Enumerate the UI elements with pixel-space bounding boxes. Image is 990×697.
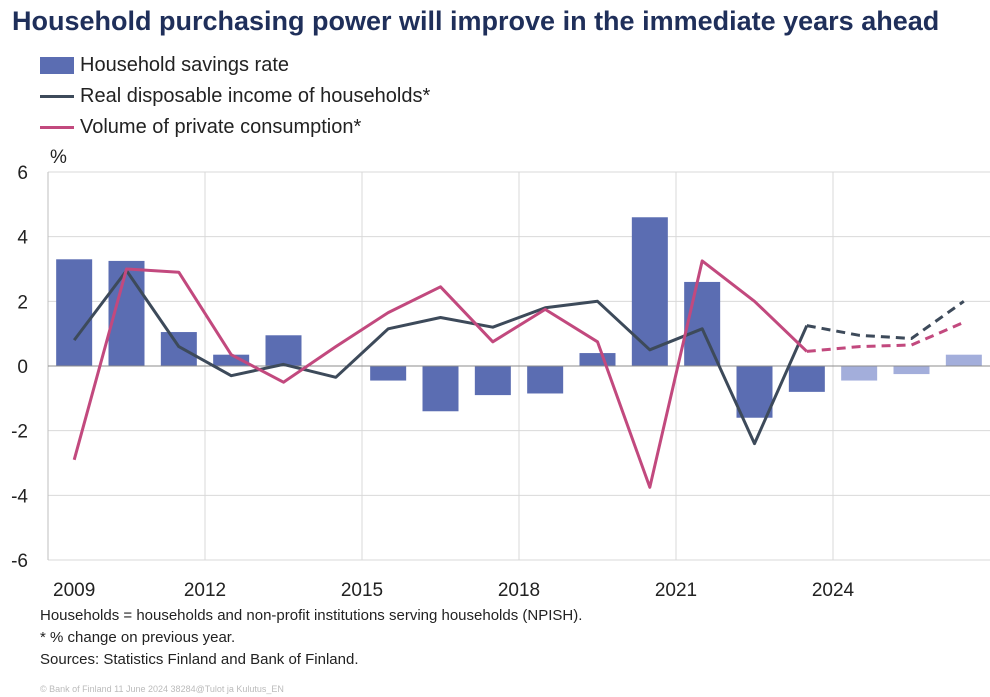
line-real-disposable-income-forecast [806, 300, 965, 341]
bar-savings-rate [160, 332, 197, 366]
legend-label-savings: Household savings rate [80, 54, 290, 76]
bar-savings-rate [370, 366, 407, 381]
bar-savings-rate [213, 354, 250, 366]
y-tick-label: 2 [17, 292, 28, 313]
copyright-note: © Bank of Finland 11 June 2024 38284@Tul… [40, 684, 284, 694]
y-tick-label: -4 [11, 486, 28, 507]
y-axis-label: % [50, 147, 67, 168]
bar-savings-rate [893, 366, 930, 375]
legend-item-income: Real disposable income of households* [40, 81, 430, 112]
bar-savings-rate [736, 366, 773, 418]
bar-savings-rate [631, 217, 668, 366]
bar-savings-rate [788, 366, 825, 392]
bar-savings-rate [474, 366, 511, 396]
chart-title: Household purchasing power will improve … [12, 6, 940, 36]
footnotes: Households = households and non-profit i… [40, 605, 582, 671]
footnote-sources: Sources: Statistics Finland and Bank of … [40, 651, 359, 668]
y-tick-label: -6 [11, 551, 28, 572]
bar-savings-rate [841, 366, 878, 381]
bar-savings-rate [527, 366, 564, 394]
bar-savings-rate [265, 335, 302, 366]
legend-item-savings: Household savings rate [40, 50, 430, 81]
x-tick-label: 2021 [655, 580, 697, 601]
y-tick-label: 4 [17, 228, 28, 249]
y-tick-label: -2 [11, 422, 28, 443]
bar-savings-rate [56, 259, 93, 366]
footnote-percent-change: * % change on previous year. [40, 629, 236, 646]
x-tick-label: 2012 [184, 580, 226, 601]
legend-swatch-income [40, 95, 74, 98]
footnote-households: Households = households and non-profit i… [40, 607, 583, 624]
y-tick-label: 0 [17, 357, 28, 378]
legend-swatch-savings [40, 57, 74, 74]
legend-swatch-consumption [40, 126, 74, 129]
x-tick-label: 2009 [53, 580, 95, 601]
x-tick-label: 2015 [341, 580, 383, 601]
legend-label-consumption: Volume of private consumption* [80, 116, 362, 138]
x-tick-label: 2024 [812, 580, 855, 601]
legend: Household savings rate Real disposable i… [40, 50, 430, 143]
bar-savings-rate [422, 366, 459, 412]
legend-label-income: Real disposable income of households* [80, 85, 431, 107]
bar-savings-rate [945, 354, 982, 366]
legend-item-consumption: Volume of private consumption* [40, 112, 430, 143]
y-tick-label: 6 [17, 163, 28, 184]
line-private-consumption-forecast [806, 321, 965, 353]
line-private-consumption-actual [72, 259, 808, 489]
x-tick-label: 2018 [498, 580, 540, 601]
bar-savings-rate [579, 353, 616, 366]
